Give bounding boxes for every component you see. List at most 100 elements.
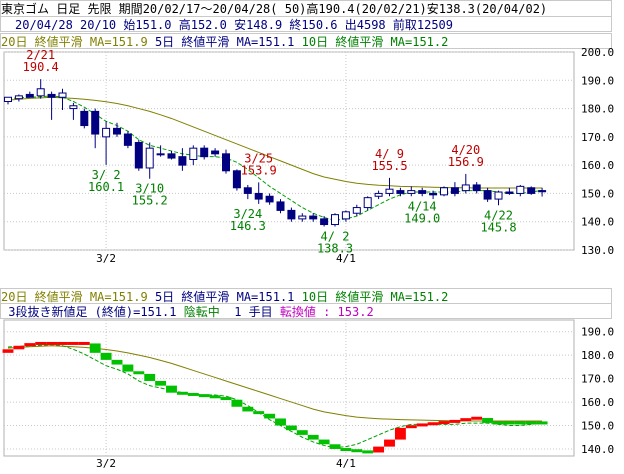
sanbon-xtick-label: 4/1 [336,457,356,470]
annotation-value: 146.3 [230,219,266,233]
annotation-value: 149.0 [404,211,440,225]
legend-ma20: 20日 終値平滑 MA=151.9 [1,35,148,49]
sanbon-block-up [24,343,36,347]
candle-down [232,170,241,189]
sanbon-block-down [482,418,494,423]
sanbon-block-down [111,359,123,365]
candle-down [538,190,547,193]
candle-down [396,190,405,194]
price-xtick-label: 3/2 [96,252,116,265]
price-ytick-label: 180.0 [581,103,614,116]
candle-up [189,147,198,160]
sanbon-legend: 3段抜き新値足 (終値)=151.1 陰転中 1 手目 転換値 : 153.2 [0,303,612,319]
price-ytick-label: 160.0 [581,159,614,172]
sanbon-block-down [209,395,221,399]
candle-down [320,218,329,226]
candle-up [407,190,416,194]
legend-ma5: 5日 終値平滑 MA=151.1 [154,35,295,49]
sanbon-block-up [394,427,406,440]
top-legend: 20日 終値平滑 MA=151.9 5日 終値平滑 MA=151.1 10日 終… [0,33,612,49]
candle-down [472,184,481,192]
sanbon-block-down [264,413,276,419]
sanbon-switch: 転換値 : 153.2 [279,305,374,319]
candle-down [450,187,459,194]
sanbon-ytick-label: 140.0 [581,443,614,456]
candle-up [14,95,23,100]
candle-down [254,192,263,200]
candle-down [134,142,143,169]
sanbon-block-down [285,425,297,431]
sanbon-block-down [220,397,232,401]
sanbon-block-up [67,341,79,345]
annotation-value: 153.9 [241,163,277,177]
annotation-value: 190.4 [23,60,59,74]
sanbon-block-down [514,421,526,425]
sanbon-block-up [35,341,47,345]
candle-down [91,110,100,135]
candle-down [527,187,536,194]
sanbon-block-up [2,349,14,353]
candle-up [374,192,383,197]
annotation-date: 4/20 [451,143,480,157]
sanbon-block-down [351,449,363,453]
price-ytick-label: 190.0 [581,74,614,87]
price-ytick-label: 150.0 [581,187,614,200]
sanbon-count: 1 手目 [234,305,273,319]
candle-up [494,191,503,200]
sanbon-block-down [296,430,308,435]
candle-down [505,191,514,194]
sanbon-label: 3段抜き新値足 (終値)=151.1 [8,305,177,319]
candle-up [341,211,350,220]
price-ytick-label: 140.0 [581,216,614,229]
legend-bottom-ma5: 5日 終値平滑 MA=151.1 [154,290,295,304]
sanbon-block-up [471,416,483,420]
candle-down [243,187,252,194]
annotation-date: 3/25 [244,151,273,165]
header-line-2: 20/04/28 20/10 始151.0 高152.0 安148.9 終150… [0,16,612,32]
header-line-1: 東京ゴム 日足 先限 期間20/02/17～20/04/28( 50)高190.… [0,0,612,17]
sanbon-block-up [438,421,450,425]
sanbon-block-up [449,419,461,423]
sanbon-block-down [187,392,199,396]
sanbon-block-up [78,341,90,345]
sanbon-block-up [427,422,439,426]
header-high: 高190.4(20/02/21) [306,2,427,16]
annotation-value: 145.8 [480,220,516,234]
sanbon-block-down [536,421,548,425]
legend-bottom-ma10: 10日 終値平滑 MA=151.2 [301,290,449,304]
sanbon-block-down [89,343,101,353]
candle-up [69,105,78,110]
sanbon-block-down [329,444,341,449]
annotation-date: 3/ 2 [92,168,121,182]
sanbon-block-down [340,448,352,452]
sanbon-block-up [373,446,385,453]
header-period: 20/02/17～20/04/28( 50) [142,2,307,16]
header-prefix: 東京ゴム 日足 先限 期間 [1,2,143,16]
candle-down [200,147,209,158]
sanbon-ytick-label: 150.0 [581,420,614,433]
sanbon-block-down [144,373,156,381]
candle-down [25,93,34,98]
sanbon-plot-area [3,319,575,457]
annotation-date: 4/ 9 [375,147,404,161]
sanbon-ytick-label: 160.0 [581,396,614,409]
candle-down [265,195,274,203]
sanbon-block-down [231,399,243,407]
sanbon-block-down [198,394,210,398]
sanbon-block-down [242,406,254,412]
sanbon-block-down [155,380,167,386]
price-ytick-label: 130.0 [581,244,614,257]
sanbon-block-down [166,385,177,393]
price-xtick-label: 4/1 [336,252,356,265]
candle-up [102,127,111,138]
candle-up [352,207,361,214]
sanbon-block-down [525,421,537,425]
annotation-date: 3/24 [233,207,262,221]
sanbon-block-down [493,421,504,425]
sanbon-block-up [384,439,395,447]
candle-down [418,190,427,194]
candle-down [483,190,492,200]
sanbon-block-down [176,391,188,395]
